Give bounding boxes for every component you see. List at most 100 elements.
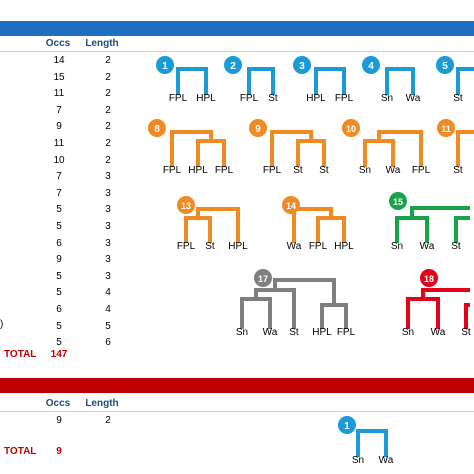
table-cell-occs: 5 [56,287,62,299]
dendrogram-leaf-label: St [451,241,461,252]
dendrogram-branch [320,303,348,329]
dendrogram-leaf-label: HPL [196,93,216,104]
dendrogram-branch [273,278,336,305]
table-cell-occs: 5 [56,270,62,282]
dendrogram-orange-10: 10 Sn Wa FPL [342,119,431,176]
dendrogram-orange-11: 11 St [437,119,474,176]
dendrogram-branch [292,207,333,243]
dendrogram-leaf-label: FPL [177,241,196,252]
table-cell-occs: 11 [53,138,65,149]
dendrogram-badge [338,416,356,434]
dendrogram-branch [254,288,296,329]
dendrogram-orange-9: 9 FPL St St [249,119,329,176]
dendrogram-leaf-label: Wa [420,241,435,252]
dendrogram-branch [240,297,272,329]
table-cell-occs: 9 [56,415,62,426]
table-cell-length: 3 [105,171,111,183]
dendrogram-badge-number: 1 [344,421,350,432]
dendrogram-badge [437,119,455,137]
table-cell-length: 2 [105,121,111,133]
header-divider [0,411,474,412]
dendrogram-leaf-label: FPL [169,93,188,104]
dendrogram-badge [249,119,267,137]
table-cell-occs: 5 [56,204,62,216]
table-cell-occs: 9 [56,254,62,266]
dendrogram-branch [363,139,395,167]
total-value: 147 [50,349,68,360]
table-cell-occs: 10 [53,154,65,166]
dendrogram-blue-5: 5 St [436,56,474,104]
dendrogram-branch [196,207,240,243]
table-cell-length: 6 [105,337,111,349]
dendrogram-branch [176,67,208,95]
dendrogram-leaf-label: St [453,165,463,176]
column-header-occs: Occs [45,398,71,409]
dendrogram-leaf-label: Wa [379,455,394,466]
dendrogram-blue-1: 1 Sn Wa [338,416,394,466]
total-label: TOTAL [4,446,37,457]
dendrogram-branch [456,130,474,167]
table-cell-length: 4 [105,304,111,315]
dendrogram-orange-8: 8 FPL HPL FPL [148,119,234,176]
dendrogram-blue-4: 4 Sn Wa [362,56,421,104]
dendrogram-blue-2: 2 FPL St [224,56,278,104]
dendrogram-blue-3: 3 HPL FPL [293,56,354,104]
dendrogram-leaf-label: HPL [312,327,332,338]
header-divider [0,51,474,52]
dendrogram-leaf-label: Sn [359,165,371,176]
dendrogram-leaf-label: FPL [163,165,182,176]
table-cell-occs: 5 [56,337,62,349]
dendrogram-gray-17: 17 Sn Wa St HPL FPL [236,269,356,338]
dendrogram-leaf-label: FPL [215,165,234,176]
dendrogram-green-15: 15 Sn Wa St [389,192,470,252]
table-cell-occs: 7 [56,187,62,199]
dendrogram-badge [389,192,407,210]
dendrogram-leaf-label: FPL [263,165,282,176]
table-cell-occs: 7 [56,104,62,116]
table-cell-occs: 14 [53,55,65,66]
dendrogram-badge [420,269,438,287]
dendrogram-branch [421,288,470,299]
dendrogram-leaf-label: Sn [352,455,364,466]
dendrogram-leaf-label: FPL [412,165,431,176]
dendrogram-badge-number: 5 [442,61,448,72]
table-cell-occs: 15 [53,71,65,83]
dendrogram-leaf-label: Wa [263,327,278,338]
dendrogram-badge-number: 15 [393,197,403,207]
dendrogram-leaf-label: Sn [402,327,414,338]
dendrogram-leaf-label: Wa [386,165,401,176]
table-cell-occs: 9 [56,121,62,133]
dendrogram-badge-number: 14 [286,201,296,211]
dendrogram-leaf-label: Sn [391,241,403,252]
dendrogram-branch [296,139,326,167]
dendrogram-badge [342,119,360,137]
dendrogram-badge [148,119,166,137]
column-header-length: Length [85,398,119,409]
dendrogram-branch [170,130,213,167]
dendrogram-badge-number: 4 [368,61,374,72]
row-note-fragment: ) [0,319,4,330]
dendrogram-badge-number: 10 [346,124,356,134]
dendrogram-badge-number: 9 [255,124,261,135]
table-cell-occs: 7 [56,171,62,183]
table-cell-length: 4 [105,287,111,299]
dendrogram-leaf-label: St [319,165,329,176]
section-header-bar-red [0,378,474,393]
dendrogram-badge [156,56,174,74]
table-cell-occs: 6 [56,304,62,315]
dendrogram-badge-number: 17 [258,274,268,284]
total-label: TOTAL [4,349,37,360]
dendrogram-branch [316,216,346,243]
dendrogram-branch [356,429,388,457]
dendrogram-badge-number: 13 [181,201,191,211]
table-cell-length: 2 [105,154,111,166]
dendrogram-leaf-label: FPL [335,93,354,104]
dendrogram-leaf-label: FPL [337,327,356,338]
dendrogram-badge-number: 11 [441,124,451,134]
dendrogram-leaf-label: Wa [431,327,446,338]
dendrogram-leaf-label: HPL [228,241,248,252]
table-cell-length: 3 [105,254,111,266]
dendrogram-branch [377,130,423,167]
section-header-bar-blue [0,21,474,36]
dendrogram-leaf-label: St [293,165,303,176]
